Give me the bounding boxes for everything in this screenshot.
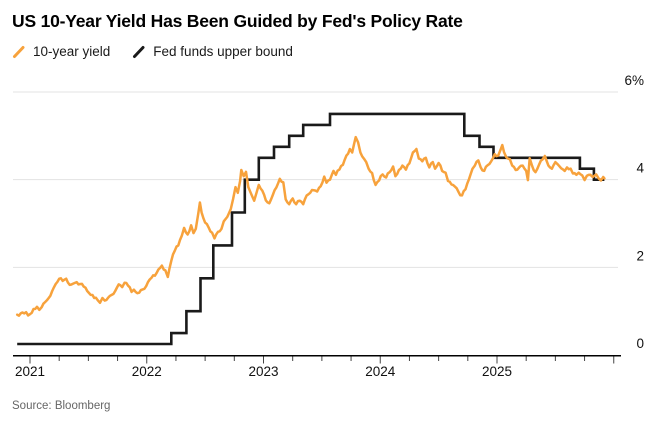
slash-icon — [13, 45, 25, 58]
x-tick-label: 2024 — [365, 364, 396, 379]
x-tick-label: 2025 — [482, 364, 512, 379]
y-tick-label: 4 — [636, 161, 644, 176]
ten-year-yield-line — [15, 135, 606, 317]
slash-icon — [133, 45, 145, 58]
x-tick-label: 2022 — [132, 364, 162, 379]
source-note: Source: Bloomberg — [12, 400, 111, 412]
x-tick-label: 2023 — [248, 364, 278, 379]
y-tick-label: 2 — [636, 248, 644, 263]
fed-funds-line — [17, 112, 605, 346]
y-tick-label: 0 — [636, 336, 644, 351]
chart-title: US 10-Year Yield Has Been Guided by Fed'… — [12, 11, 463, 31]
legend-item-10-year-yield: 10-year yield — [12, 44, 110, 59]
legend-label: 10-year yield — [33, 44, 111, 59]
legend-item-fed-funds: Fed funds upper bound — [132, 44, 293, 59]
legend: 10-year yield Fed funds upper bound — [12, 44, 293, 59]
y-tick-label: 6% — [624, 73, 644, 88]
legend-label: Fed funds upper bound — [153, 44, 293, 59]
x-tick-label: 2021 — [15, 364, 45, 379]
